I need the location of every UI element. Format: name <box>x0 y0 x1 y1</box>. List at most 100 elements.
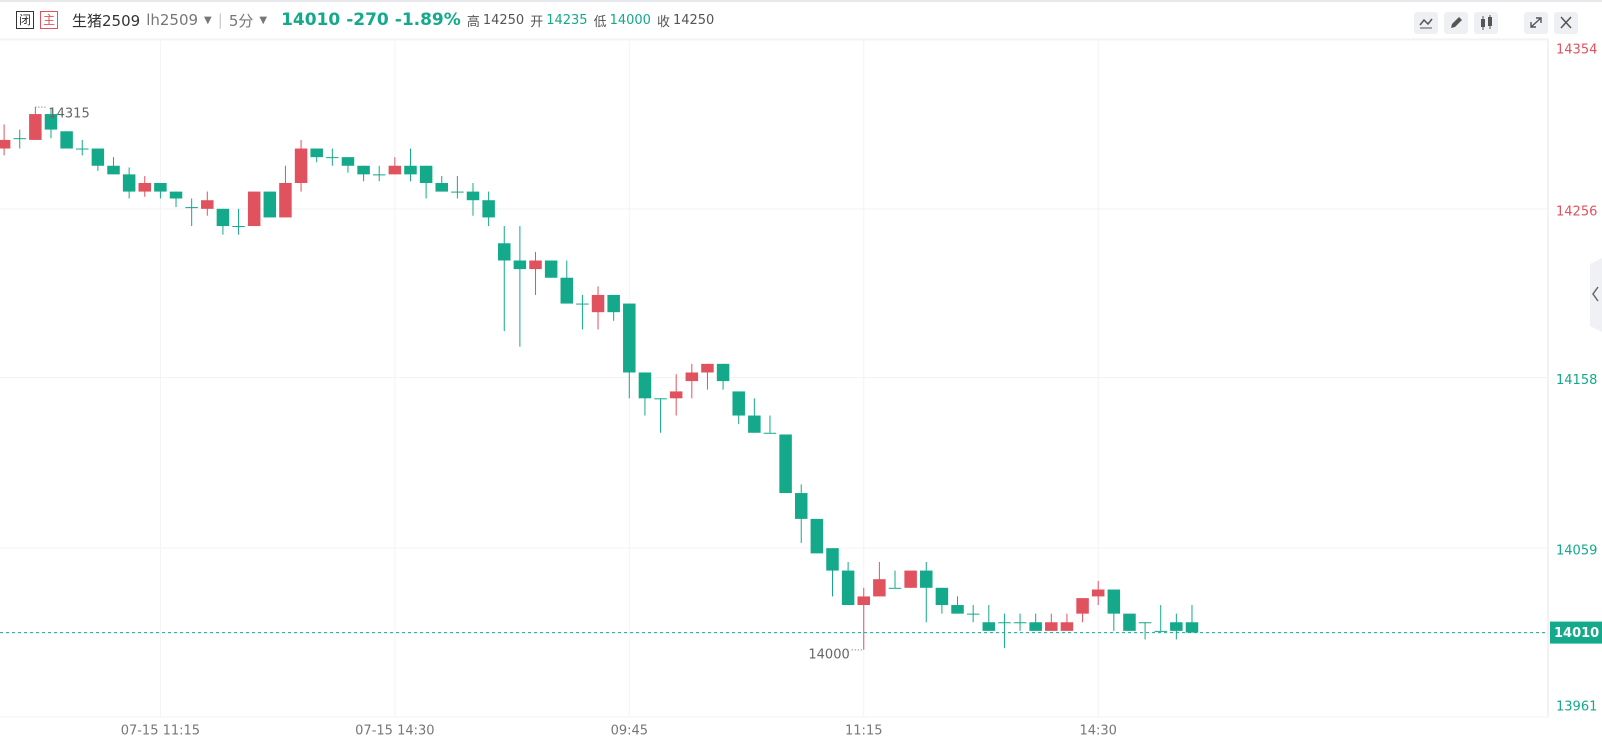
candle-body <box>951 605 964 614</box>
candle-body <box>998 622 1011 624</box>
candle-body <box>482 200 495 218</box>
candle-body <box>857 596 871 606</box>
candle-body <box>638 372 652 399</box>
candle-body <box>326 157 339 159</box>
y-tick-label: 14354 <box>1556 43 1597 58</box>
candle-body <box>279 182 292 218</box>
candle-body <box>654 398 667 400</box>
contract-code[interactable]: lh2509 <box>146 11 199 29</box>
stat-value: 14000 <box>609 12 651 28</box>
candle-button[interactable] <box>1474 12 1498 34</box>
x-tick-label: 07-15 11:15 <box>121 724 200 739</box>
x-tick-label: 11:15 <box>845 724 882 739</box>
dropdown-arrow[interactable]: ▼ <box>259 14 268 26</box>
candle-body <box>1185 622 1199 633</box>
min-label: 14000 <box>808 647 849 662</box>
last-price: 14010 <box>281 10 341 30</box>
candle-body <box>435 182 448 192</box>
y-tick-label: 13961 <box>1556 700 1597 715</box>
stat-label: 开 <box>530 14 544 30</box>
candle-body <box>294 148 308 183</box>
candle-body <box>826 548 839 571</box>
candle-body <box>0 139 11 149</box>
candle-body <box>122 174 136 192</box>
candle-body <box>154 182 167 192</box>
dropdown-arrow[interactable]: ▼ <box>204 14 212 26</box>
close-button[interactable] <box>1554 12 1578 34</box>
candle-body <box>669 391 683 399</box>
candle-body <box>341 157 355 166</box>
candle-body <box>372 174 386 176</box>
side-tab-arrow[interactable] <box>1592 286 1599 302</box>
indicator-button[interactable] <box>1414 12 1438 34</box>
y-tick-label: 14158 <box>1556 373 1597 388</box>
candle-body <box>216 208 230 227</box>
candle-body <box>607 294 620 313</box>
candle-body <box>1029 622 1042 631</box>
separator: | <box>217 11 223 29</box>
stat-label: 低 <box>593 14 607 30</box>
candle-body <box>1091 589 1105 597</box>
expand-button[interactable] <box>1524 12 1548 34</box>
last-price-tag <box>1550 621 1602 644</box>
side-tab[interactable] <box>1590 258 1602 332</box>
candle-body <box>13 138 26 140</box>
stat-label: 收 <box>656 14 670 30</box>
candle-body <box>44 114 58 130</box>
candle-body <box>1045 622 1058 631</box>
y-tick-label: 14256 <box>1556 204 1597 219</box>
candle-body <box>466 191 480 201</box>
candle-body <box>732 391 745 416</box>
main-badge[interactable]: 主 <box>40 11 58 29</box>
change: -270 <box>346 10 389 30</box>
candle-body <box>748 415 761 433</box>
candle-body <box>1076 598 1089 614</box>
candle-body <box>75 148 89 150</box>
candle-body <box>107 165 120 175</box>
max-label: 14315 <box>48 107 89 122</box>
contract-name[interactable]: 生猪2509 <box>72 11 141 30</box>
candle-body <box>591 294 605 313</box>
candle-body <box>982 622 996 631</box>
candle-body <box>185 207 198 209</box>
candle-body <box>716 363 730 382</box>
candle-body <box>623 303 636 373</box>
candle-body <box>904 570 917 588</box>
candle-body <box>1154 630 1167 632</box>
candle-body <box>247 191 261 227</box>
candle-body <box>841 570 855 606</box>
candle-body <box>779 434 792 494</box>
candle-body <box>544 260 558 278</box>
candle-body <box>529 260 542 270</box>
stat-label: 高 <box>466 14 480 30</box>
candle-body <box>404 165 417 175</box>
stat-value: 14250 <box>672 12 715 28</box>
candle-body <box>169 191 183 199</box>
candle-body <box>1138 622 1152 624</box>
period[interactable]: 5分 <box>228 11 254 30</box>
change-pct: -1.89% <box>394 10 461 30</box>
candle-body <box>1013 622 1027 624</box>
x-tick-label: 09:45 <box>611 724 648 739</box>
candle-body <box>60 131 73 149</box>
candle-body <box>1060 622 1074 631</box>
candle-body <box>888 587 902 589</box>
candle-body <box>29 114 42 140</box>
candle-body <box>763 432 777 434</box>
stat-value: 14235 <box>546 12 588 28</box>
draw-button[interactable] <box>1444 12 1468 34</box>
x-tick-label: 07-15 14:30 <box>355 724 434 739</box>
candle-body <box>701 363 714 373</box>
candle-body <box>201 200 214 209</box>
candle-body <box>138 182 152 192</box>
closed-badge[interactable]: 闭 <box>16 11 34 29</box>
candle-body <box>810 518 824 554</box>
last-price-tag-label: 14010 <box>1554 626 1599 641</box>
candle-body <box>232 226 245 228</box>
header: 闭 主 生猪2509 lh2509 ▼ | 5分 ▼ 14010 -270 -1… <box>0 0 1602 38</box>
stat-value: 14250 <box>482 12 525 28</box>
candle-body <box>451 191 464 193</box>
candle-body <box>388 165 402 175</box>
